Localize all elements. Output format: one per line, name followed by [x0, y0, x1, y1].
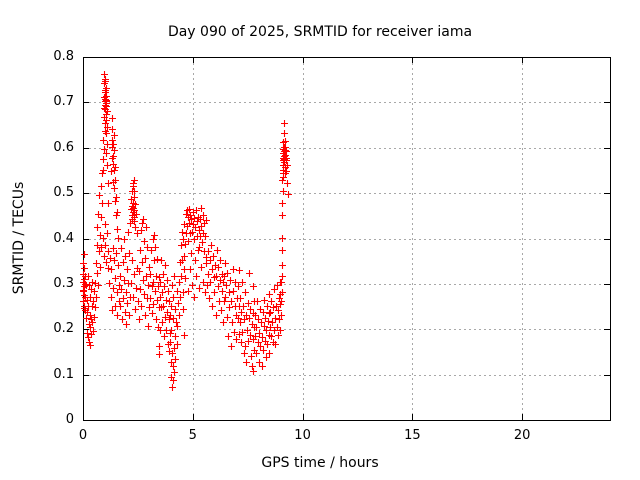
chart-title: Day 090 of 2025, SRMTID for receiver iam…: [167, 24, 473, 40]
x-axis-title: GPS time / hours: [261, 455, 379, 471]
